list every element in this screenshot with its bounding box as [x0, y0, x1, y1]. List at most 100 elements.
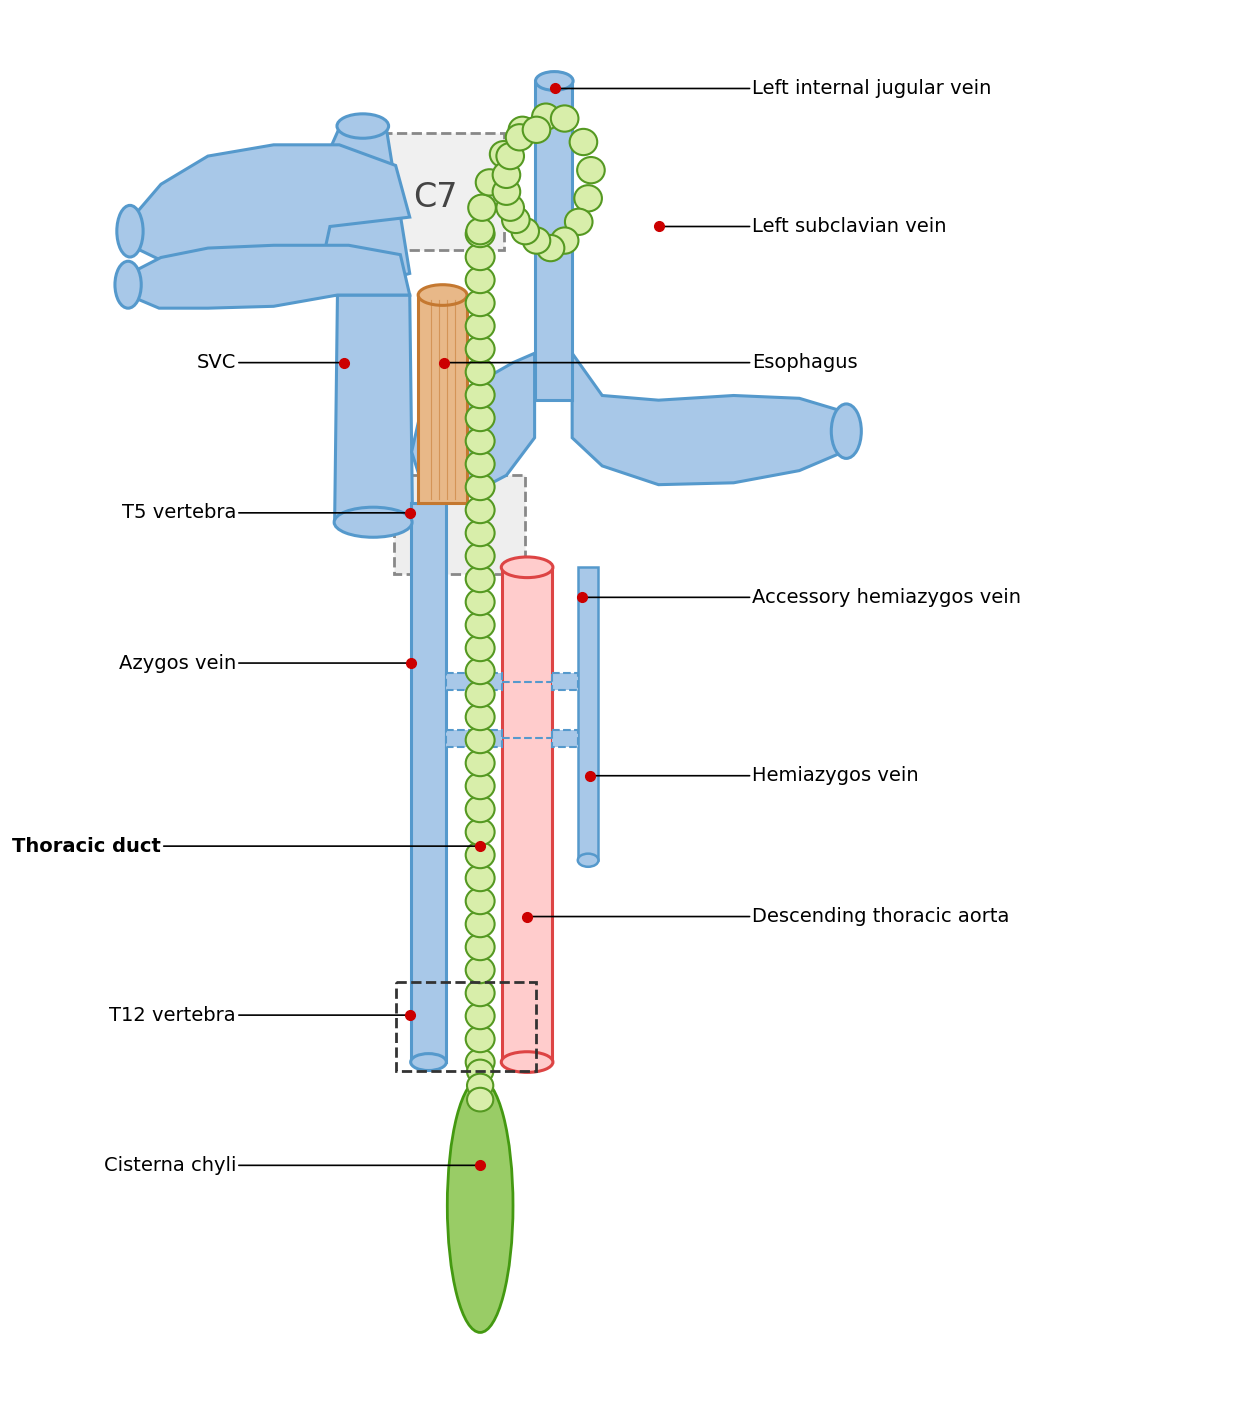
- Polygon shape: [411, 354, 535, 494]
- Ellipse shape: [466, 842, 495, 868]
- Ellipse shape: [466, 819, 495, 845]
- Ellipse shape: [448, 1079, 512, 1332]
- Ellipse shape: [466, 520, 495, 547]
- Ellipse shape: [466, 290, 495, 317]
- Ellipse shape: [466, 267, 495, 293]
- Polygon shape: [552, 730, 578, 747]
- Text: T12 vertebra: T12 vertebra: [110, 1005, 236, 1025]
- Ellipse shape: [496, 195, 524, 222]
- Ellipse shape: [466, 657, 495, 684]
- Ellipse shape: [466, 219, 494, 244]
- Ellipse shape: [476, 169, 504, 196]
- Ellipse shape: [466, 612, 495, 638]
- Text: Thoracic duct: Thoracic duct: [12, 836, 161, 856]
- Ellipse shape: [466, 934, 495, 960]
- Polygon shape: [535, 81, 572, 400]
- Ellipse shape: [116, 206, 142, 257]
- Ellipse shape: [535, 71, 572, 91]
- Ellipse shape: [466, 865, 495, 892]
- Ellipse shape: [466, 704, 495, 730]
- Polygon shape: [572, 354, 846, 484]
- Ellipse shape: [411, 1054, 446, 1071]
- Ellipse shape: [565, 209, 592, 234]
- Ellipse shape: [509, 116, 536, 143]
- Polygon shape: [316, 128, 410, 295]
- Text: Cisterna chyli: Cisterna chyli: [104, 1156, 236, 1174]
- Ellipse shape: [522, 227, 550, 254]
- Polygon shape: [127, 246, 410, 308]
- Ellipse shape: [522, 116, 550, 143]
- Ellipse shape: [831, 403, 861, 459]
- Text: Descending thoracic aorta: Descending thoracic aorta: [752, 907, 1010, 926]
- Polygon shape: [552, 673, 578, 690]
- Ellipse shape: [570, 129, 598, 155]
- Ellipse shape: [468, 1088, 494, 1112]
- Ellipse shape: [532, 104, 560, 129]
- Ellipse shape: [466, 635, 495, 662]
- Ellipse shape: [466, 382, 495, 408]
- Ellipse shape: [466, 542, 495, 569]
- Ellipse shape: [466, 359, 495, 385]
- Ellipse shape: [496, 143, 524, 169]
- Ellipse shape: [466, 910, 495, 937]
- Ellipse shape: [466, 589, 495, 615]
- Ellipse shape: [551, 227, 579, 254]
- Ellipse shape: [466, 312, 495, 339]
- Ellipse shape: [578, 158, 605, 183]
- FancyBboxPatch shape: [368, 132, 504, 250]
- Polygon shape: [411, 504, 446, 1062]
- Polygon shape: [446, 730, 501, 747]
- Text: SVC: SVC: [196, 354, 236, 372]
- Text: Esophagus: Esophagus: [752, 354, 858, 372]
- Polygon shape: [578, 568, 599, 861]
- Ellipse shape: [466, 452, 495, 477]
- Text: C7: C7: [414, 180, 458, 213]
- Polygon shape: [335, 295, 412, 523]
- Ellipse shape: [503, 207, 530, 233]
- Ellipse shape: [511, 219, 539, 244]
- Ellipse shape: [466, 337, 495, 362]
- Ellipse shape: [466, 957, 495, 983]
- Ellipse shape: [466, 1049, 495, 1075]
- Ellipse shape: [419, 284, 468, 305]
- Ellipse shape: [466, 244, 495, 270]
- Ellipse shape: [506, 124, 534, 151]
- Ellipse shape: [466, 567, 495, 592]
- Ellipse shape: [466, 1025, 495, 1052]
- Ellipse shape: [466, 497, 495, 523]
- Ellipse shape: [466, 980, 495, 1007]
- Polygon shape: [130, 145, 410, 260]
- Text: Azygos vein: Azygos vein: [119, 653, 236, 673]
- Ellipse shape: [501, 557, 552, 578]
- Ellipse shape: [466, 795, 495, 822]
- Ellipse shape: [490, 141, 518, 168]
- Ellipse shape: [501, 1052, 552, 1072]
- Polygon shape: [419, 295, 468, 504]
- Text: Left internal jugular vein: Left internal jugular vein: [752, 80, 991, 98]
- Ellipse shape: [468, 1059, 494, 1083]
- Ellipse shape: [468, 1074, 494, 1098]
- Ellipse shape: [466, 772, 495, 799]
- Ellipse shape: [492, 179, 520, 204]
- Text: Left subclavian vein: Left subclavian vein: [752, 217, 948, 236]
- Ellipse shape: [536, 234, 564, 261]
- Ellipse shape: [466, 405, 495, 432]
- Ellipse shape: [115, 261, 141, 308]
- Ellipse shape: [466, 1003, 495, 1030]
- Text: Accessory hemiazygos vein: Accessory hemiazygos vein: [752, 588, 1021, 606]
- Ellipse shape: [551, 105, 579, 132]
- Ellipse shape: [466, 888, 495, 914]
- Ellipse shape: [469, 195, 496, 222]
- Ellipse shape: [334, 507, 412, 537]
- Ellipse shape: [466, 727, 495, 753]
- Text: Hemiazygos vein: Hemiazygos vein: [752, 767, 919, 785]
- Ellipse shape: [492, 162, 520, 187]
- Ellipse shape: [466, 427, 495, 454]
- Text: T5 vertebra: T5 vertebra: [121, 503, 236, 523]
- Ellipse shape: [466, 750, 495, 777]
- Ellipse shape: [574, 185, 602, 212]
- Ellipse shape: [578, 853, 599, 866]
- Ellipse shape: [338, 114, 389, 138]
- Ellipse shape: [466, 682, 495, 707]
- Polygon shape: [446, 673, 501, 690]
